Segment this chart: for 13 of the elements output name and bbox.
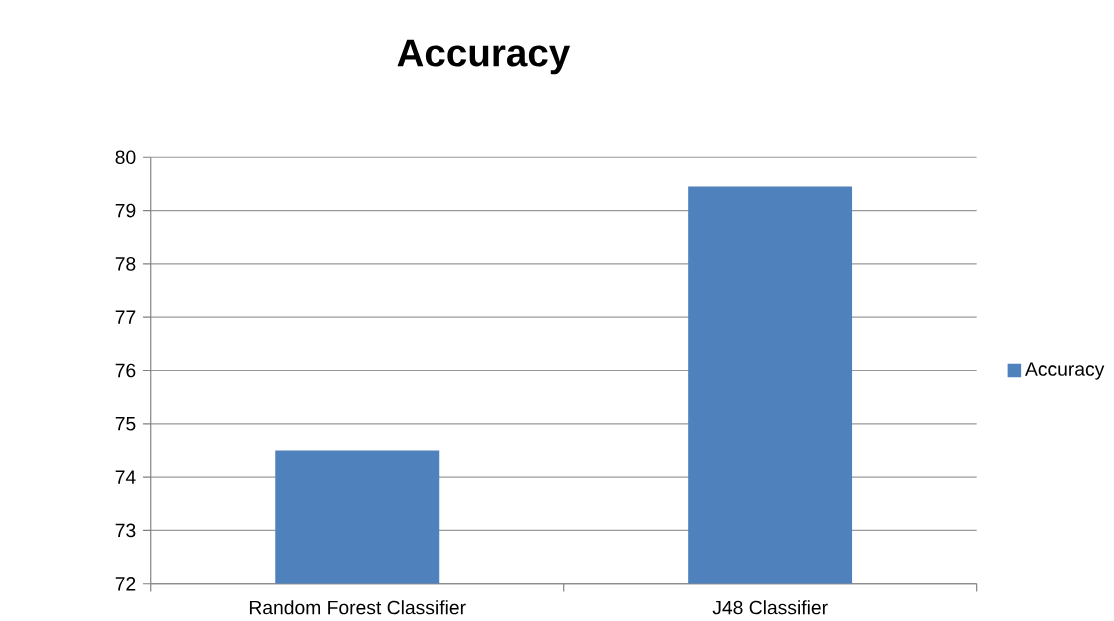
y-tick-label: 78 — [115, 257, 136, 271]
y-tick-label: 72 — [115, 577, 136, 591]
chart-title: Accuracy — [397, 39, 571, 75]
x-tick-label: J48 Classifier — [712, 600, 828, 615]
y-tick-label: 77 — [115, 310, 136, 324]
x-tick-label: Random Forest Classifier — [249, 600, 466, 615]
y-tick-label: 80 — [115, 150, 136, 165]
y-tick-label: 76 — [115, 363, 136, 378]
legend-label: Accuracy — [1025, 362, 1105, 380]
y-tick-label: 74 — [115, 470, 136, 484]
y-tick-label: 75 — [115, 417, 136, 431]
y-tick-label: 79 — [115, 203, 136, 218]
y-tick-label: 73 — [115, 523, 136, 538]
